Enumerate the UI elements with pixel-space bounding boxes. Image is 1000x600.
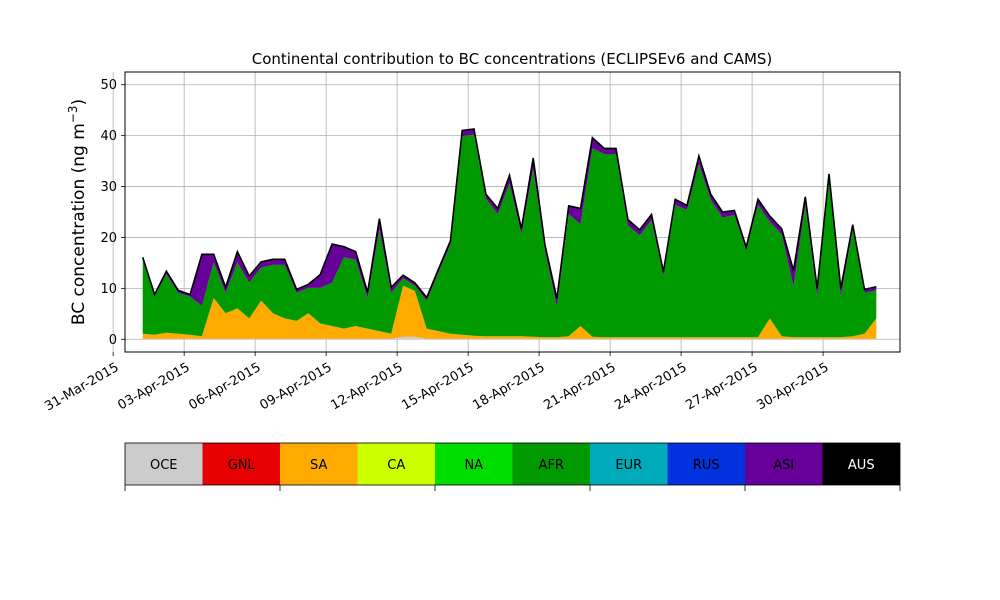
y-axis-label-superscript: −3 [66,105,80,123]
legend-swatch-gnl [202,443,280,485]
x-axis-ticks: 31-Mar-201503-Apr-201506-Apr-201509-Apr-… [42,352,831,414]
chart-title: Continental contribution to BC concentra… [252,50,773,68]
y-tick-label: 40 [100,129,117,144]
x-tick-label: 24-Apr-2015 [612,360,689,413]
y-tick-label: 10 [100,282,117,297]
y-tick-label: 20 [100,231,117,246]
area-afr [142,134,877,338]
x-tick-label: 21-Apr-2015 [541,360,618,413]
x-tick-label: 31-Mar-2015 [42,360,121,414]
legend-label: OCE [150,458,178,473]
legend-swatch-sa [280,443,358,485]
legend-label: AUS [848,458,875,473]
legend-swatch-afr [512,443,590,485]
x-tick-label: 18-Apr-2015 [470,360,547,413]
legend-label: NA [464,458,483,473]
x-tick-label: 03-Apr-2015 [115,360,192,413]
area-sa [142,285,877,339]
legend-label: RUS [693,458,720,473]
legend-swatch-asi [745,443,823,485]
legend-label: GNL [228,458,256,473]
legend-swatch-eur [590,443,668,485]
legend-label: CA [387,458,405,473]
y-tick-label: 30 [100,180,117,195]
legend-swatch-oce [125,443,203,485]
legend-swatch-ca [357,443,435,485]
legend-swatch-rus [667,443,745,485]
y-axis-label-text: BC concentration (ng m [69,123,89,325]
y-axis-ticks: 0 10 20 30 40 50 [100,78,125,348]
x-tick-label: 12-Apr-2015 [328,360,405,413]
colorbar-legend: OCE GNL SA CA NA AFR EUR RUS ASI AUS [124,442,901,491]
legend-label: EUR [615,458,642,473]
x-tick-label: 06-Apr-2015 [186,360,263,413]
legend-label: AFR [539,458,564,473]
legend-frame [124,442,901,486]
stacked-areas [141,128,877,340]
x-tick-label: 09-Apr-2015 [257,360,334,413]
x-tick-label: 30-Apr-2015 [754,360,831,413]
x-tick-label: 15-Apr-2015 [399,360,476,413]
y-axis-label-close: ) [69,99,89,106]
legend-label: SA [310,458,327,473]
legend-swatch-na [435,443,513,485]
x-tick-label: 27-Apr-2015 [683,360,760,413]
y-tick-label: 0 [109,333,117,348]
area-asi [142,129,877,307]
area-oce [142,336,877,340]
plot-frame [124,71,901,353]
y-tick-label: 50 [100,78,117,93]
legend-swatch-aus [822,443,900,485]
y-axis-label: BC concentration (ng m−3) [66,99,89,325]
legend-label: ASI [773,458,794,473]
total-outline [141,128,877,300]
